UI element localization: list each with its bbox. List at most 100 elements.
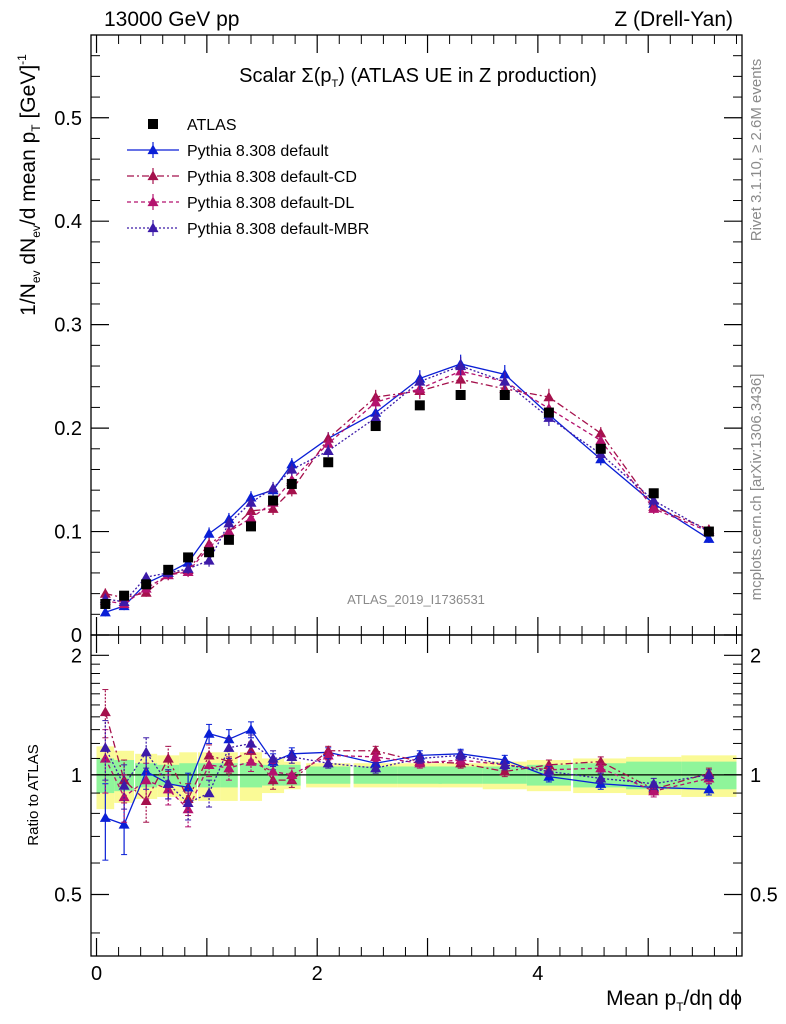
series-point-mbr [223,517,235,528]
ratio-point-cd [99,706,111,717]
y-tick-label: 0.2 [54,418,82,440]
legend-marker-mbr [147,222,159,233]
data-point [163,564,174,575]
series-point-mbr [140,571,152,582]
x-tick-label: 4 [532,963,543,985]
chart-title: Scalar Σ(pT) (ATLAS UE in Z production) [239,65,597,90]
ratio-y-tick-label-right: 2 [750,645,761,667]
y-axis-label: 1/Nev dNev/d mean pT [GeV]-1 [15,54,43,316]
series-point-mbr [499,376,511,386]
x-tick-label: 2 [312,963,323,985]
legend-label-dl: Pythia 8.308 default-DL [187,195,354,212]
ratio-point-dl [595,762,607,773]
data-point [414,400,425,411]
ratio-point-default [203,728,215,738]
ratio-point-dl [267,765,279,776]
series-point-cd [543,391,555,402]
legend-marker-dl [147,196,159,207]
series-point-mbr [182,563,194,573]
data-point [648,488,659,499]
ratio-point-mbr [99,742,111,752]
y-tick-label: 0 [71,625,82,647]
ratio-point-dl [118,791,130,802]
ratio-panel: 0 2 4 0.5 0.5 1 1 2 2 [54,634,778,985]
ratio-point-cd [499,765,511,776]
legend: ATLAS Pythia 8.308 default Pythia 8.308 de… [127,117,369,238]
ratio-point-mbr [455,749,467,760]
ratio-point-dl [322,749,334,760]
series-line-default [105,363,710,613]
legend-label-mbr: Pythia 8.308 default-MBR [187,221,369,238]
mcplots-label: mcplots.cern.ch [arXiv:1306.3436] [748,374,765,601]
ratio-point-mbr [162,778,174,788]
ratio-point-default [99,812,111,822]
ratio-y-tick-label: 2 [71,645,82,667]
data-point [141,579,152,590]
y-tick-label: 0.1 [54,522,82,544]
y-tick-label: 0.5 [54,108,82,130]
ratio-point-default [245,724,257,734]
data-point [183,552,194,563]
ratio-point-default [118,819,130,829]
data-point [204,547,215,558]
ratio-point-dl [140,774,152,785]
series-point-mbr [370,412,382,422]
series-point-dl [370,396,382,407]
data-point [119,590,130,601]
ratio-point-mbr [703,769,715,780]
analysis-watermark: ATLAS_2019_I1736531 [347,592,485,607]
series-point-mbr [648,495,660,505]
y-tick-label: 0.3 [54,315,82,337]
series-point-cd [595,427,607,438]
ratio-point-mbr [322,757,334,768]
ratio-point-mbr [140,746,152,757]
ratio-point-mbr [499,759,511,769]
data-point [703,526,714,537]
ratio-point-cd [140,795,152,806]
x-axis-label: Mean pT/dη dϕ [606,987,742,1014]
ratio-point-mbr [648,778,660,788]
ratio-frame [90,634,743,957]
ratio-point-dl [162,783,174,794]
ratio-point-default [499,754,511,765]
series-point-dl [595,435,607,445]
data-point [245,521,256,532]
ratio-point-mbr [370,762,382,773]
data-point [499,390,510,400]
data-point [268,495,279,506]
series-point-mbr [414,376,426,386]
series-point-mbr [455,360,467,371]
series-point-cd [286,484,298,495]
ratio-y-axis-label: Ratio to ATLAS [25,744,42,845]
ratio-point-mbr [543,765,555,776]
legend-label-default: Pythia 8.308 default [187,143,329,160]
legend-marker-cd [147,170,159,181]
series-point-cd [245,505,257,515]
data-point [455,390,466,400]
data-point [100,598,111,609]
data-point [370,421,381,432]
series-point-cd [99,588,111,598]
series-point-dl [648,503,660,513]
series-point-dl [223,526,235,536]
ratio-point-mbr [414,752,426,763]
ratio-point-mbr [182,797,194,808]
main-panel: 0 0.1 0.2 0.3 0.4 0.5 [54,34,743,647]
x-tick-label: 0 [91,963,102,985]
ratio-y-tick-label-right: 0.5 [750,884,778,906]
ratio-point-mbr [118,780,130,790]
ratio-point-dl [370,751,382,762]
ratio-point-mbr [595,772,607,783]
series-line-cd [105,378,710,599]
ratio-point-dl [203,759,215,769]
series-point-mbr [245,497,257,507]
series-point-dl [322,438,334,448]
series-point-default [703,533,715,543]
series-point-default [99,606,111,617]
ratio-point-dl [223,762,235,773]
series-point-mbr [203,555,215,565]
ratio-point-dl [648,785,660,796]
ratio-point-mbr [286,751,298,762]
series-point-mbr [118,596,130,607]
